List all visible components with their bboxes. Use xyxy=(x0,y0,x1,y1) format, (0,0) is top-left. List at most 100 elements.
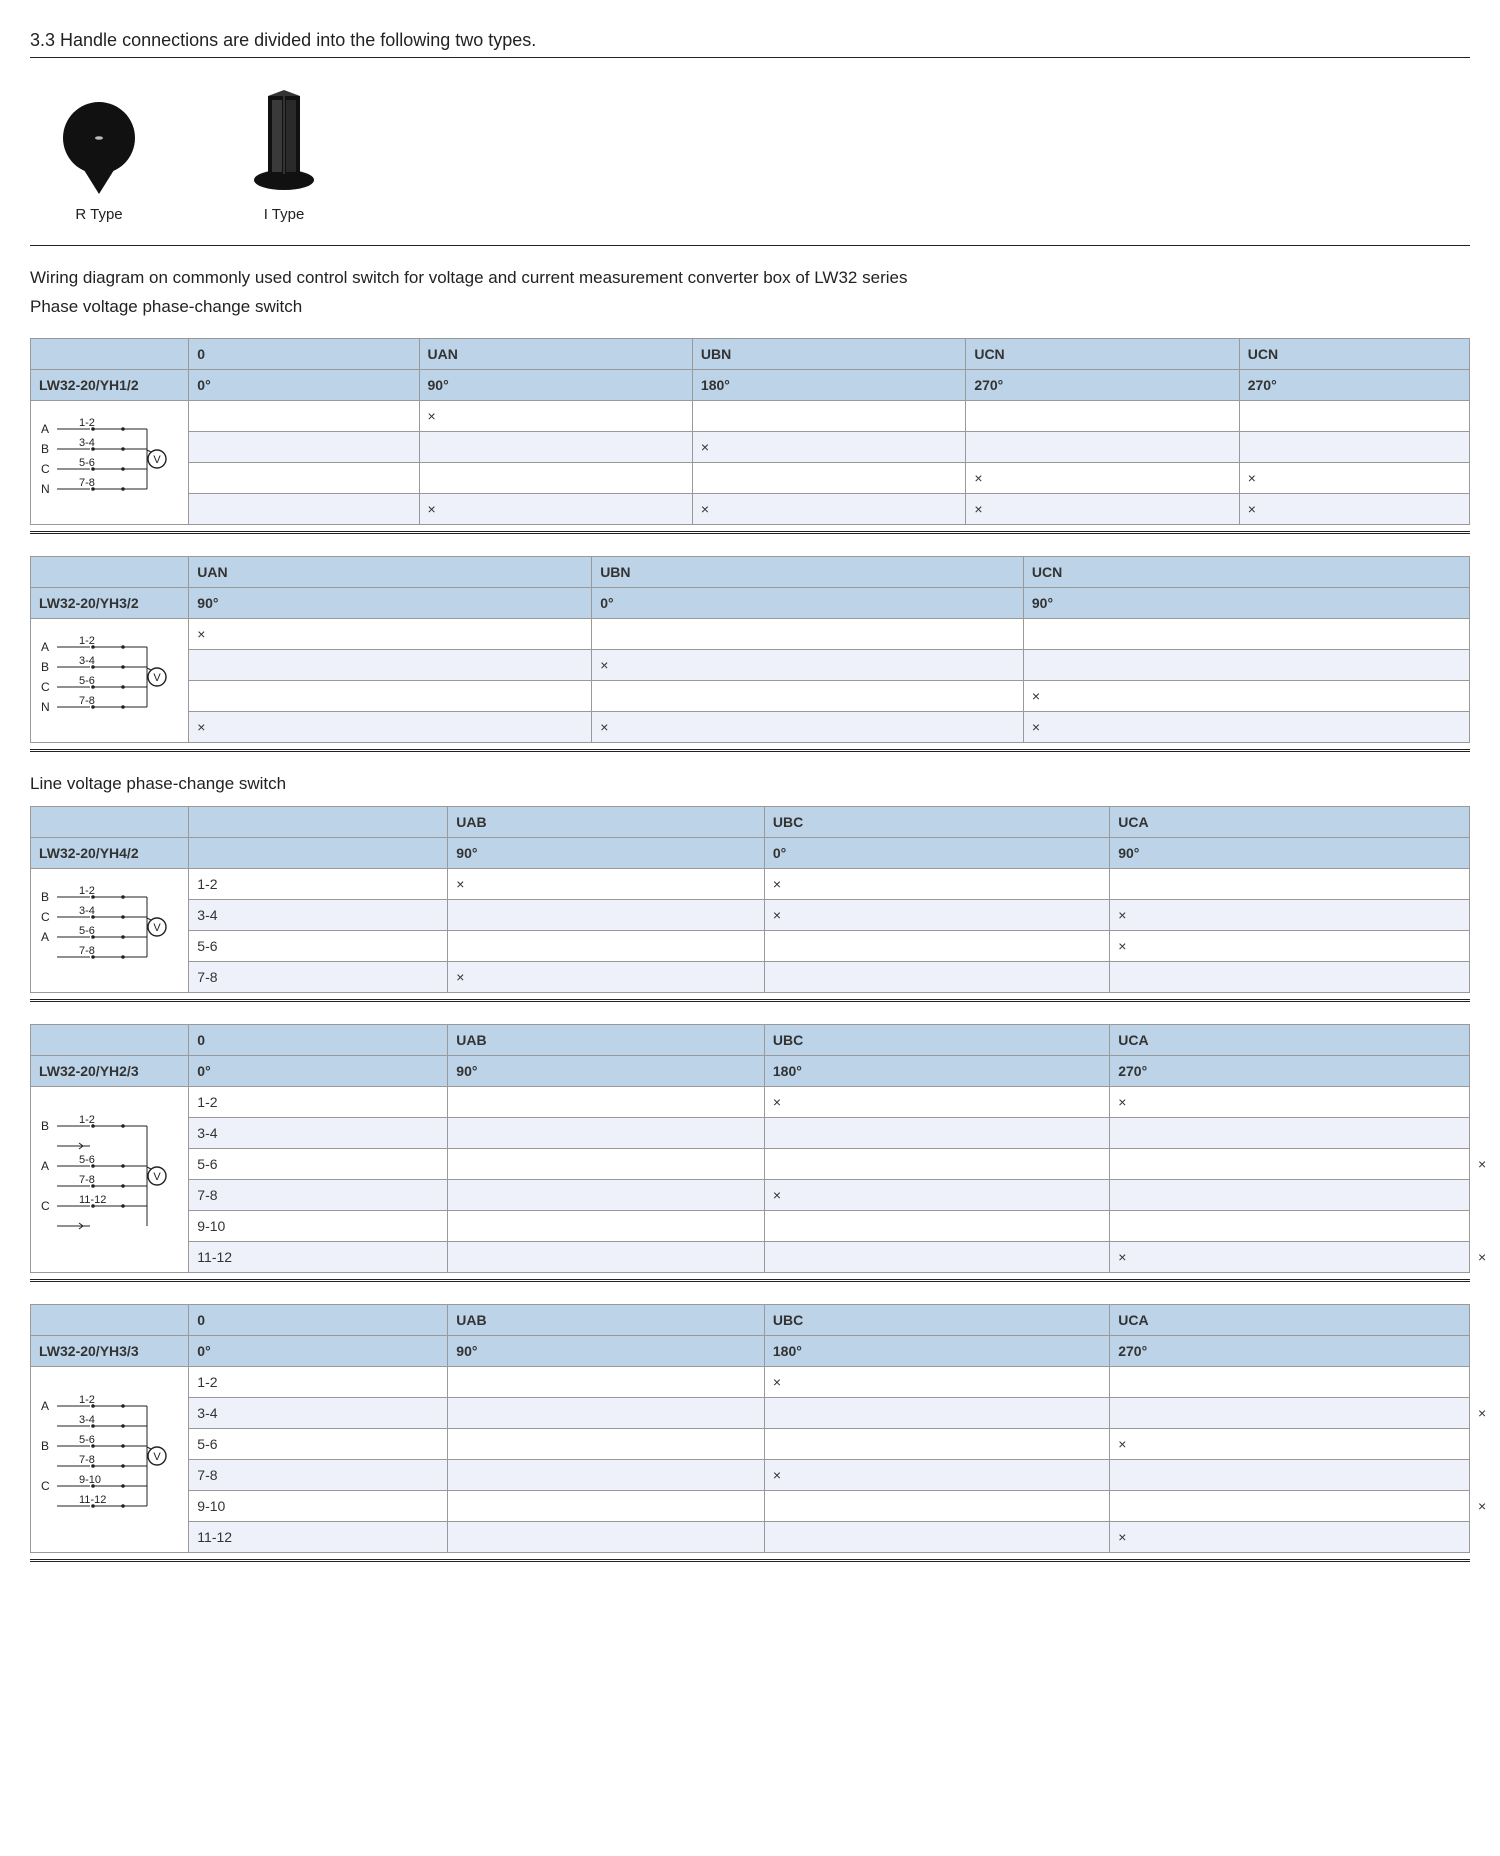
mark-cell xyxy=(1110,1179,1470,1210)
mark-cell xyxy=(1110,1117,1470,1148)
mark-cell: × xyxy=(692,493,965,524)
i-type-block: I Type xyxy=(244,88,324,223)
mark-cell xyxy=(189,400,419,431)
table-model-row: LW32-20/YH3/30°90°180°270° xyxy=(31,1335,1470,1366)
col-header: 0 xyxy=(189,338,419,369)
row-label: 1-2 xyxy=(189,868,448,899)
mark-cell xyxy=(419,462,692,493)
mark-cell xyxy=(1110,1366,1470,1397)
switch-table: 0UABUBCUCALW32-20/YH3/30°90°180°270°A1-2… xyxy=(30,1304,1470,1553)
mark-cell: × xyxy=(1110,930,1470,961)
table-header-row: UANUBNUCN xyxy=(31,556,1470,587)
mark-cell: × xyxy=(966,462,1239,493)
svg-text:5-6: 5-6 xyxy=(79,1434,95,1446)
table-header-row: 0UANUBNUCNUCN xyxy=(31,338,1470,369)
angle-cell: 0° xyxy=(189,369,419,400)
angle-cell: 270° xyxy=(1110,1055,1470,1086)
mark-cell xyxy=(189,680,592,711)
svg-text:C: C xyxy=(41,1479,50,1493)
mark-cell: × xyxy=(692,431,965,462)
row-label: 3-4 xyxy=(189,1397,448,1428)
table-row: A1-2B3-4C5-6N7-8V× xyxy=(31,400,1470,431)
col-header: UAB xyxy=(448,1304,765,1335)
row-label: 1-2 xyxy=(189,1086,448,1117)
mark-cell xyxy=(1110,1490,1470,1521)
svg-text:B: B xyxy=(41,1439,49,1453)
mark-cell xyxy=(189,649,592,680)
mark-cell: × xyxy=(1239,462,1469,493)
svg-text:N: N xyxy=(41,700,50,714)
svg-text:C: C xyxy=(41,680,50,694)
table-yh1-2: 0UANUBNUCNUCNLW32-20/YH1/20°90°180°270°2… xyxy=(30,338,1470,525)
double-rule xyxy=(30,999,1470,1002)
model-id: LW32-20/YH3/2 xyxy=(31,587,189,618)
table-row: × xyxy=(31,649,1470,680)
svg-text:B: B xyxy=(41,890,49,904)
mark-cell xyxy=(448,930,765,961)
r-type-icon xyxy=(54,98,144,198)
col-header: UBN xyxy=(592,556,1024,587)
mark-cell: × xyxy=(1110,1086,1470,1117)
svg-text:11-12: 11-12 xyxy=(79,1194,106,1206)
table-row: 7-8× xyxy=(31,1179,1470,1210)
svg-text:5-6: 5-6 xyxy=(79,675,95,687)
angle-cell: 270° xyxy=(1239,369,1469,400)
mark-cell xyxy=(764,1148,1109,1179)
svg-text:V: V xyxy=(153,1451,161,1463)
mark-cell xyxy=(189,431,419,462)
double-rule xyxy=(30,1559,1470,1562)
angle-cell: 90° xyxy=(1110,837,1470,868)
row-label: 7-8 xyxy=(189,961,448,992)
row-label: 11-12 xyxy=(189,1241,448,1272)
mark-cell: × xyxy=(1239,493,1469,524)
table-row: 5-6× xyxy=(31,1428,1470,1459)
mark-cell xyxy=(448,1459,765,1490)
svg-text:V: V xyxy=(153,454,161,466)
table-yh4-2: UABUBCUCALW32-20/YH4/290°0°90°B1-2C3-4A5… xyxy=(30,806,1470,993)
mark-cell: × xyxy=(764,1179,1109,1210)
mark-cell xyxy=(764,1397,1109,1428)
angle-cell: 90° xyxy=(419,369,692,400)
table-row: 9-10 xyxy=(31,1210,1470,1241)
model-id: LW32-20/YH3/3 xyxy=(31,1335,189,1366)
r-type-block: R Type xyxy=(54,98,144,223)
mark-cell: × xyxy=(1110,1241,1470,1272)
table-model-row: LW32-20/YH2/30°90°180°270° xyxy=(31,1055,1470,1086)
svg-text:5-6: 5-6 xyxy=(79,457,95,469)
col-header: UBC xyxy=(764,1024,1109,1055)
mark-cell xyxy=(1110,1459,1470,1490)
svg-text:7-8: 7-8 xyxy=(79,477,95,489)
mark-cell xyxy=(448,1521,765,1552)
double-rule xyxy=(30,749,1470,752)
wiring-diagram-cell: B1-2C3-4A5-67-8V xyxy=(31,868,189,992)
mark-cell xyxy=(448,1428,765,1459)
svg-text:7-8: 7-8 xyxy=(79,1174,95,1186)
angle-cell: 0° xyxy=(189,1055,448,1086)
mark-cell xyxy=(448,1490,765,1521)
table-row: 7-8× xyxy=(31,1459,1470,1490)
mark-cell xyxy=(1110,1148,1470,1179)
row-label: 1-2 xyxy=(189,1366,448,1397)
svg-text:3-4: 3-4 xyxy=(79,905,95,917)
angle-cell: 0° xyxy=(764,837,1109,868)
mark-cell xyxy=(1110,868,1470,899)
svg-text:B: B xyxy=(41,442,49,456)
mark-cell xyxy=(448,1241,765,1272)
col-header: UBC xyxy=(764,1304,1109,1335)
switch-table: UABUBCUCALW32-20/YH4/290°0°90°B1-2C3-4A5… xyxy=(30,806,1470,993)
angle-cell: 0° xyxy=(592,587,1024,618)
table-row: 3-4× xyxy=(31,1397,1470,1428)
svg-text:V: V xyxy=(153,1171,161,1183)
mark-cell: × xyxy=(966,493,1239,524)
row-label: 9-10 xyxy=(189,1210,448,1241)
angle-cell: 90° xyxy=(448,837,765,868)
wiring-diagram-cell: A1-2B3-4C5-6N7-8V xyxy=(31,400,189,524)
col-header: UAN xyxy=(189,556,592,587)
svg-text:1-2: 1-2 xyxy=(79,417,95,429)
table-yh3-2: UANUBNUCNLW32-20/YH3/290°0°90°A1-2B3-4C5… xyxy=(30,556,1470,743)
col-header xyxy=(31,556,189,587)
table-model-row: LW32-20/YH3/290°0°90° xyxy=(31,587,1470,618)
angle-cell: 270° xyxy=(966,369,1239,400)
mark-cell xyxy=(1110,1210,1470,1241)
mark-cell xyxy=(448,1366,765,1397)
